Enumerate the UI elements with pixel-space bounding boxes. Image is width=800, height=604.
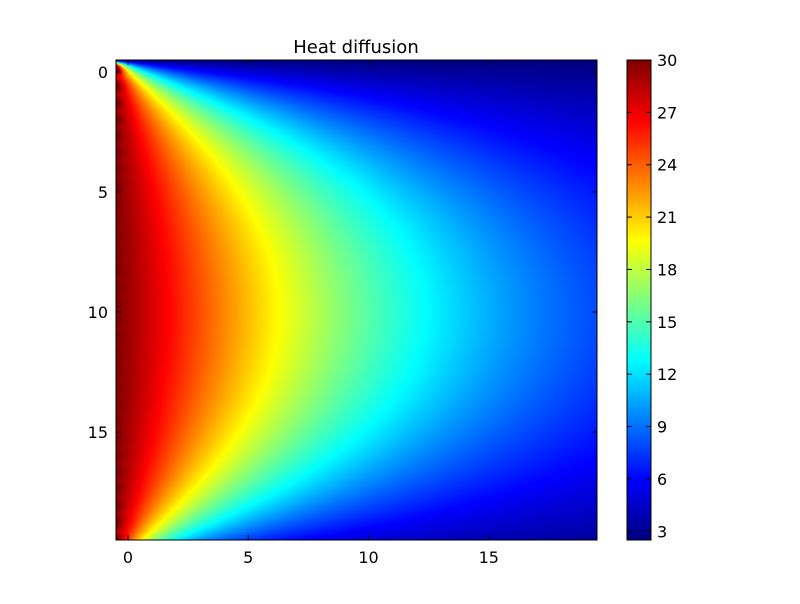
chart-title: Heat diffusion: [293, 37, 418, 58]
x-axis: 0 5 10 15: [123, 60, 499, 567]
x-tick-label: 5: [243, 548, 253, 567]
heatmap-layer: [116, 60, 597, 540]
colorbar-tick-label: 21: [657, 208, 677, 227]
colorbar-tick-label: 9: [657, 418, 667, 437]
colorbar-tick-label: 30: [657, 51, 677, 70]
colorbar-tick-label: 6: [657, 470, 667, 489]
colorbar-tick-label: 3: [657, 522, 667, 541]
colorbar-tick-label: 24: [657, 156, 677, 175]
y-tick-label: 15: [88, 423, 108, 442]
x-tick-label: 10: [358, 548, 378, 567]
y-tick-label: 5: [98, 183, 108, 202]
plot-frame: [115, 59, 598, 541]
x-tick-label: 15: [479, 548, 499, 567]
x-tick-label: 0: [123, 548, 133, 567]
colorbar-tick-label: 12: [657, 365, 677, 384]
colorbar-tick-label: 18: [657, 260, 677, 279]
y-tick-label: 0: [98, 63, 108, 82]
colorbar: 3 6 9 12 15 18 21 24 27 30: [626, 51, 677, 541]
y-tick-label: 10: [88, 303, 108, 322]
colorbar-tick-label: 15: [657, 313, 677, 332]
colorbar-tick-label: 27: [657, 103, 677, 122]
colorbar-frame: [626, 59, 652, 541]
heatmap-image: [116, 60, 597, 540]
y-axis: 0 5 10 15: [88, 63, 597, 442]
colorbar-axis: 3 6 9 12 15 18 21 24 27 30: [627, 51, 677, 541]
colorbar-gradient: [627, 60, 651, 540]
